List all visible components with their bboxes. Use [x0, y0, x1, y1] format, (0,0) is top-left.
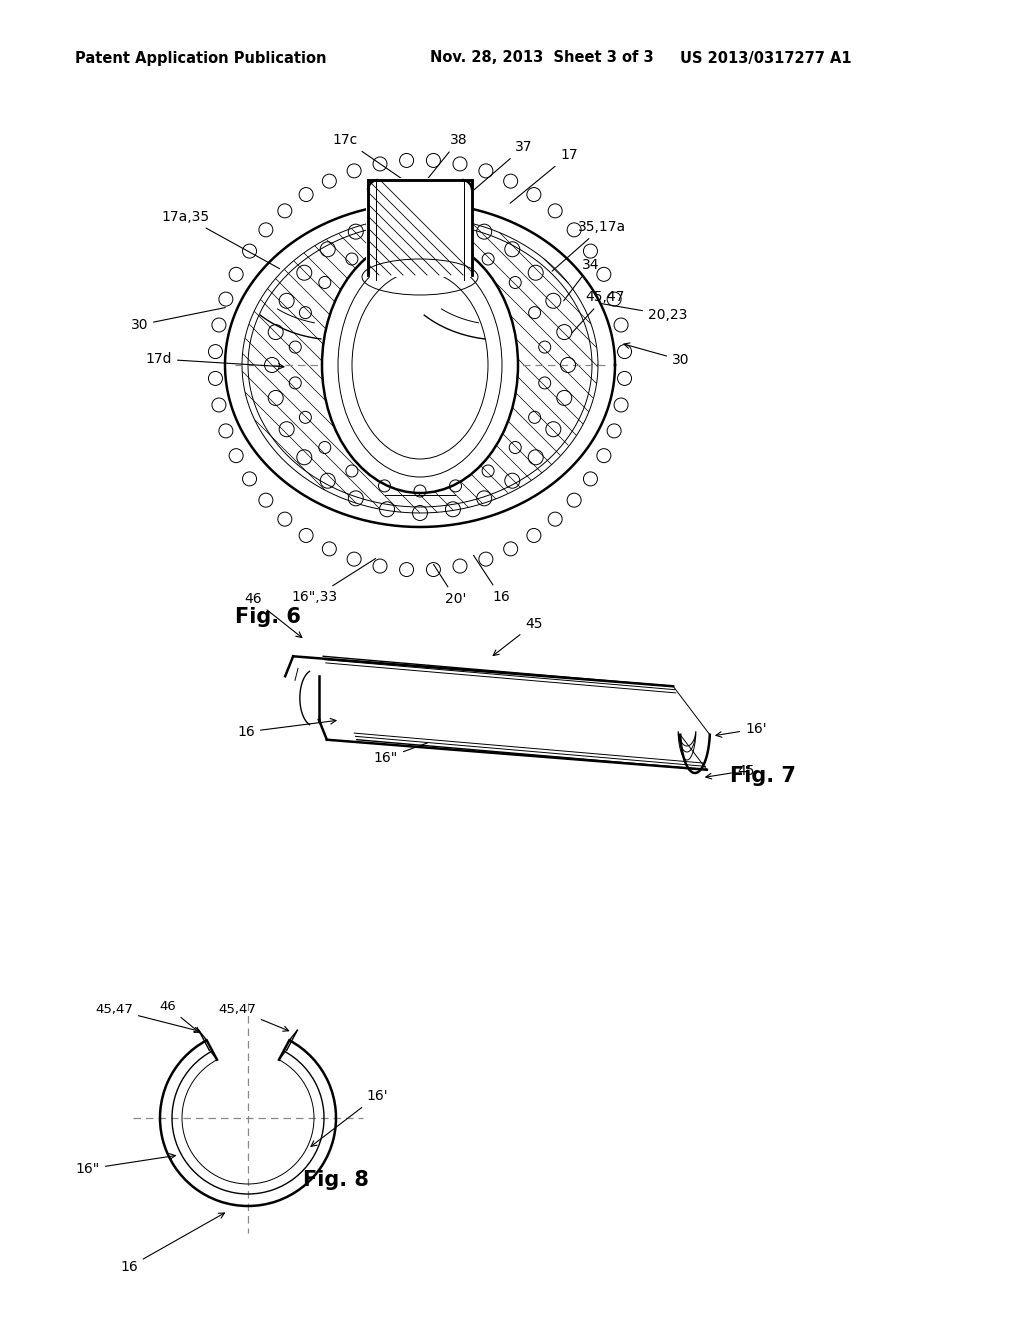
Ellipse shape [322, 238, 518, 492]
Text: 16: 16 [473, 556, 510, 605]
Text: 17: 17 [510, 148, 578, 203]
Text: 38: 38 [427, 133, 468, 180]
Text: 45,47: 45,47 [571, 290, 625, 333]
Text: 16': 16' [311, 1089, 388, 1146]
Text: 16': 16' [716, 722, 767, 738]
Text: 17a,35: 17a,35 [162, 210, 280, 269]
Text: Nov. 28, 2013  Sheet 3 of 3: Nov. 28, 2013 Sheet 3 of 3 [430, 50, 653, 66]
Text: 16": 16" [76, 1154, 175, 1176]
Text: 17c: 17c [333, 133, 406, 181]
Text: 16",33: 16",33 [292, 558, 376, 605]
Text: 37: 37 [470, 140, 532, 193]
Text: 46: 46 [245, 591, 302, 638]
Text: Fig. 8: Fig. 8 [303, 1170, 369, 1191]
Text: 46: 46 [160, 1001, 200, 1032]
Text: 45,47: 45,47 [218, 1003, 289, 1031]
Text: 34: 34 [563, 257, 599, 301]
Text: 20': 20' [433, 565, 466, 606]
Text: 45,47: 45,47 [95, 1003, 200, 1032]
Text: 20,23: 20,23 [601, 304, 687, 322]
Text: Patent Application Publication: Patent Application Publication [75, 50, 327, 66]
Text: 16: 16 [238, 718, 336, 739]
Text: 35,17a: 35,17a [552, 220, 626, 271]
Text: Fig. 7: Fig. 7 [730, 766, 796, 785]
Text: 30: 30 [130, 308, 225, 333]
Bar [366, 178, 474, 277]
Text: 45: 45 [494, 616, 543, 656]
Text: Fig. 6: Fig. 6 [234, 607, 301, 627]
Text: 30: 30 [624, 343, 689, 367]
Text: 45: 45 [706, 764, 755, 779]
Text: 16": 16" [374, 743, 427, 766]
Text: 17d: 17d [145, 352, 284, 370]
Text: US 2013/0317277 A1: US 2013/0317277 A1 [680, 50, 852, 66]
Text: 16: 16 [120, 1213, 224, 1274]
